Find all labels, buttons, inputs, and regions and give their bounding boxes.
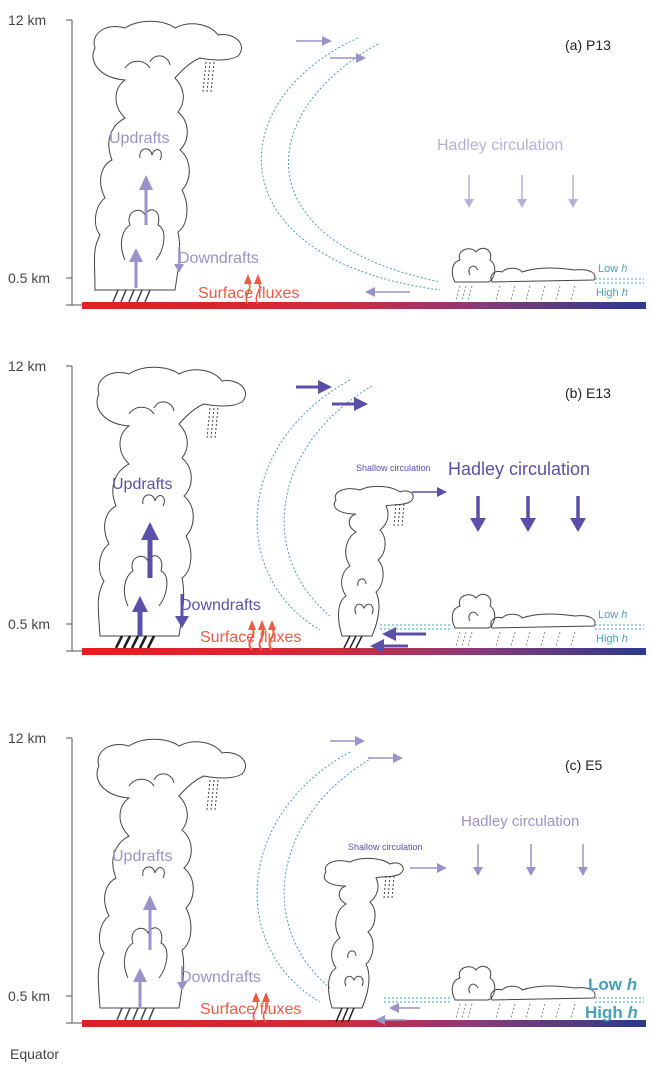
anvil-rain — [202, 61, 215, 93]
boundary-layer-lines — [384, 997, 644, 1003]
drizzle-streaks — [455, 1003, 576, 1019]
deep-cloud — [96, 366, 246, 637]
shallow-outflow-arrow — [410, 863, 447, 873]
hadley-down-arrows — [464, 175, 578, 208]
updraft-arrows — [133, 895, 157, 1008]
rain-streaks — [116, 1007, 155, 1021]
high-h-label: High h — [596, 633, 628, 645]
hadley-streamlines — [260, 37, 441, 291]
updrafts-label: Updrafts — [109, 130, 169, 147]
surface-flux-icon — [244, 274, 262, 305]
hadley-streamlines — [256, 751, 373, 1003]
small-cumulus — [451, 965, 496, 1001]
hadley-label: Hadley circulation — [437, 137, 563, 154]
axis-label-top: 12 km — [8, 12, 46, 28]
updrafts-label: Updrafts — [112, 848, 172, 865]
hadley-label: Hadley circulation — [461, 813, 579, 830]
axis-label-low: 0.5 km — [8, 270, 50, 286]
shallow-rain — [343, 635, 363, 649]
shallow-circulation-label: Shallow circulation — [356, 463, 431, 473]
vertical-axis — [66, 737, 82, 1024]
surface-bar — [82, 648, 646, 655]
boundary-layer-lines — [380, 624, 644, 630]
boundary-layer-lines — [595, 278, 644, 284]
updraft-arrows — [132, 522, 159, 636]
hadley-down-arrows — [473, 844, 588, 876]
high-h-label: High h — [585, 1003, 638, 1022]
surface-bar — [82, 302, 646, 309]
downdraft-arrow — [177, 966, 187, 991]
shallow-anvil-rain — [393, 503, 405, 527]
downdrafts-label: Downdrafts — [180, 597, 261, 614]
shallow-convective-cloud — [333, 485, 414, 637]
small-cumulus — [451, 593, 496, 629]
low-h-label: Low h — [598, 263, 627, 275]
small-cumulus — [451, 247, 496, 283]
axis-label-low: 0.5 km — [8, 988, 50, 1004]
panel-label: (b) E13 — [565, 385, 611, 401]
axis-label-top: 12 km — [8, 358, 46, 374]
anvil-rain — [206, 779, 219, 811]
panel-c: 12 km 0.5 km (c) E5 U — [8, 730, 646, 1027]
surface-flux-icon — [248, 620, 276, 651]
vertical-axis — [66, 19, 82, 306]
downdrafts-label: Downdrafts — [178, 250, 259, 267]
equator-label: Equator — [10, 1046, 60, 1062]
vertical-axis — [66, 365, 82, 652]
stratocumulus-deck — [490, 267, 596, 283]
drizzle-streaks — [455, 631, 576, 647]
shallow-outflow-arrow — [412, 487, 447, 497]
panel-label: (c) E5 — [565, 757, 603, 773]
hadley-label: Hadley circulation — [448, 459, 590, 479]
hadley-streamlines — [256, 379, 373, 631]
high-h-label: High h — [596, 287, 628, 299]
panel-a: 12 km 0.5 km (a) P13 — [8, 12, 646, 309]
upper-flow-arrows — [296, 36, 366, 63]
updrafts-label: Updrafts — [112, 476, 172, 493]
surface-bar — [82, 1020, 646, 1027]
upper-flow-arrows — [330, 736, 403, 763]
shallow-convective-cloud — [323, 857, 404, 1009]
stratocumulus-deck — [490, 985, 596, 1001]
panel-label: (a) P13 — [565, 37, 611, 53]
downdraft-arrow — [175, 594, 189, 628]
low-h-label: Low h — [588, 975, 637, 994]
shallow-anvil-rain — [383, 875, 395, 899]
surface-fluxes-label: Surface fluxes — [198, 285, 299, 302]
deep-cloud — [96, 738, 246, 1009]
surface-fluxes-label: Surface fluxes — [200, 629, 301, 646]
rain-streaks — [114, 635, 156, 649]
downdraft-arrow — [174, 247, 184, 273]
downdrafts-label: Downdrafts — [180, 969, 261, 986]
upper-flow-arrows — [296, 380, 368, 411]
lower-flow-arrows — [375, 1003, 420, 1025]
stratocumulus-deck — [490, 613, 596, 629]
axis-label-low: 0.5 km — [8, 616, 50, 632]
drizzle-streaks — [455, 285, 576, 301]
axis-label-top: 12 km — [8, 730, 46, 746]
low-h-label: Low h — [598, 609, 627, 621]
rain-streaks — [112, 289, 151, 303]
shallow-rain — [335, 1007, 355, 1023]
surface-flux-icon — [252, 992, 270, 1023]
surface-fluxes-label: Surface fluxes — [200, 1001, 301, 1018]
hadley-down-arrows — [470, 496, 586, 532]
lower-flow-arrow — [365, 287, 410, 297]
anvil-rain — [206, 407, 219, 439]
panel-b: 12 km 0.5 km (b) E13 — [8, 358, 646, 655]
shallow-circulation-label: Shallow circulation — [348, 842, 423, 852]
lower-flow-arrows — [370, 627, 426, 653]
updraft-arrows — [129, 175, 153, 288]
